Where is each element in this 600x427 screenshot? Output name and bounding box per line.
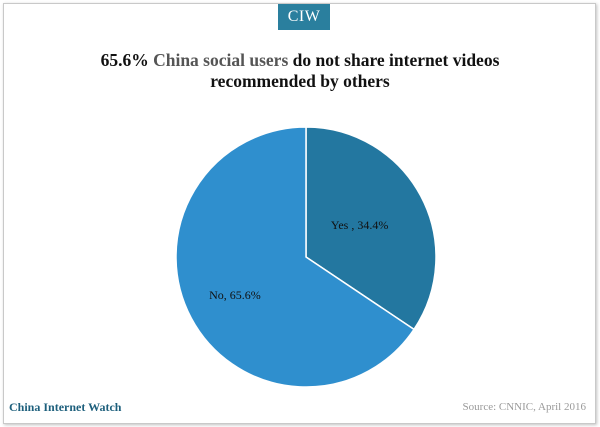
pie-labels: Yes , 34.4% No, 65.6% xyxy=(209,218,388,302)
pie-slice-no xyxy=(175,126,416,388)
footer-brand-name: China Internet Watch xyxy=(9,400,122,414)
chart-title: 65.6% China social users do not share in… xyxy=(40,50,560,92)
pie-label-yes: Yes , 34.4% xyxy=(331,218,388,232)
title-part1: 65.6% xyxy=(100,50,154,70)
pie-label-no: No, 65.6% xyxy=(209,288,261,302)
pie-slice-yes xyxy=(305,126,437,331)
title-highlight: China social users xyxy=(153,50,289,70)
ciw-logo-badge: CIW xyxy=(278,4,330,30)
source-note: Source: CNNIC, April 2016 xyxy=(462,401,586,413)
title-line2: recommended by others xyxy=(210,71,390,91)
title-part2: do not share internet videos xyxy=(288,50,500,70)
pie-slices xyxy=(175,126,437,388)
